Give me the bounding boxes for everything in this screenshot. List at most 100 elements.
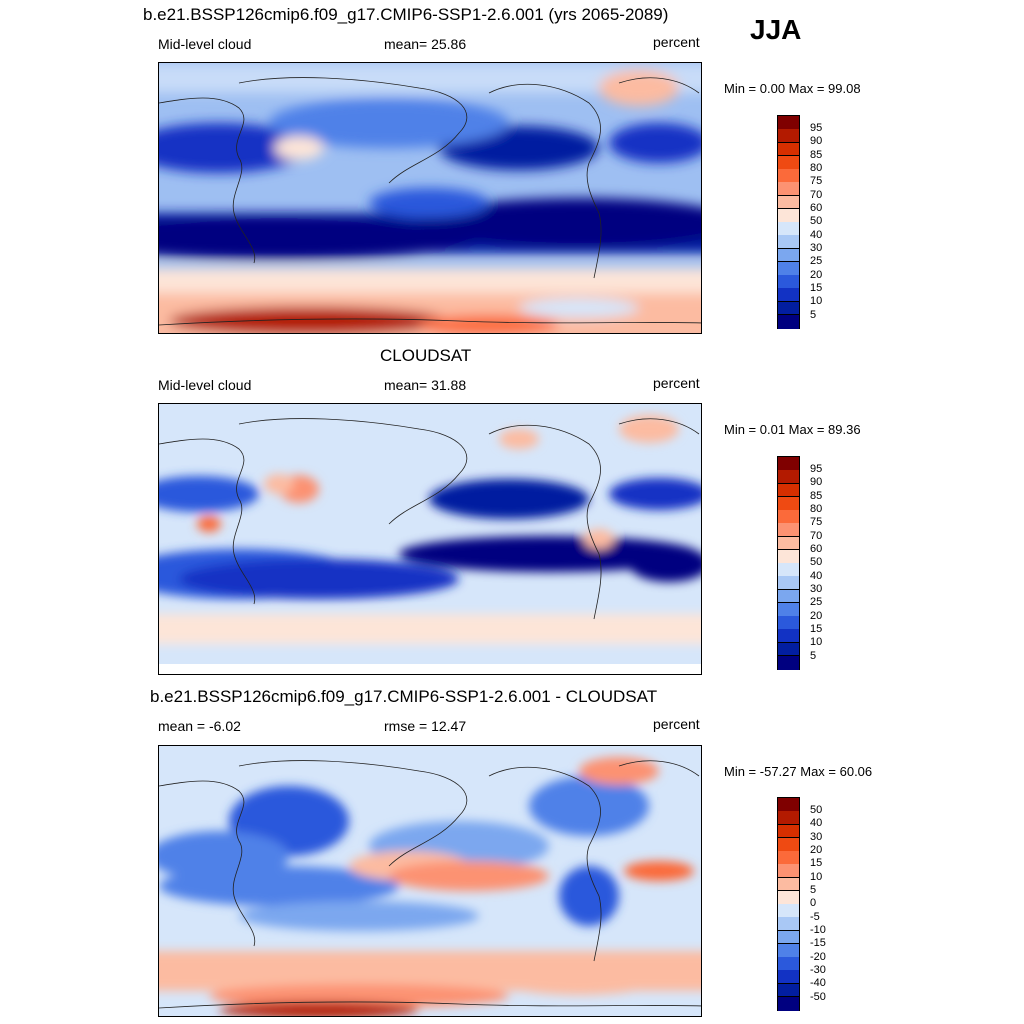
panel2-contour-field xyxy=(159,404,701,674)
colorbar-swatch xyxy=(778,563,799,577)
panel1-colorbar-label: 30 xyxy=(810,242,823,254)
colorbar-swatch xyxy=(778,930,799,945)
panel2-colorbar-label: 75 xyxy=(810,516,823,528)
panel3-map xyxy=(158,745,702,1017)
colorbar-swatch xyxy=(778,851,799,865)
panel3-colorbar-label: 5 xyxy=(810,884,817,896)
panel3-contour-field xyxy=(159,746,701,1016)
panel3-colorbar-label: -40 xyxy=(810,977,826,989)
panel1-colorbar-label: 70 xyxy=(810,189,823,201)
colorbar-swatch xyxy=(778,222,799,236)
panel2-colorbar-label: 80 xyxy=(810,503,823,515)
panel2-colorbar-label: 40 xyxy=(810,570,823,582)
colorbar-swatch xyxy=(778,470,799,484)
colorbar-swatch xyxy=(778,824,799,839)
colorbar-swatch xyxy=(778,890,799,905)
panel3-colorbar-label: 15 xyxy=(810,857,823,869)
panel3-colorbar-label: 50 xyxy=(810,804,823,816)
colorbar-swatch xyxy=(778,549,799,564)
colorbar-swatch xyxy=(778,589,799,604)
panel3-colorbar-label: 0 xyxy=(810,897,817,909)
colorbar-swatch xyxy=(778,169,799,183)
colorbar-swatch xyxy=(778,510,799,524)
panel1-colorbar-label: 5 xyxy=(810,309,817,321)
panel2-colorbar xyxy=(777,456,800,670)
colorbar-swatch xyxy=(778,483,799,498)
panel2-colorbar-label: 30 xyxy=(810,583,823,595)
colorbar-swatch xyxy=(778,457,799,471)
panel3-rmse-label: rmse = 12.47 xyxy=(384,718,467,734)
panel3-mean-label: mean = -6.02 xyxy=(158,718,241,734)
panel1-colorbar-label: 50 xyxy=(810,215,823,227)
panel1-colorbar-label: 20 xyxy=(810,269,823,281)
colorbar-swatch xyxy=(778,142,799,157)
colorbar-swatch xyxy=(778,877,799,892)
panel2-colorbar-label: 50 xyxy=(810,556,823,568)
panel1-colorbar-label: 85 xyxy=(810,149,823,161)
panel2-map xyxy=(158,403,702,675)
panel1-mean-label: mean= 25.86 xyxy=(384,36,467,52)
colorbar-swatch xyxy=(778,129,799,143)
panel3-colorbar-label: -30 xyxy=(810,964,826,976)
colorbar-swatch xyxy=(778,917,799,931)
colorbar-swatch xyxy=(778,655,799,670)
panel1-min-max: Min = 0.00 Max = 99.08 xyxy=(724,81,861,96)
panel1-colorbar-label: 60 xyxy=(810,202,823,214)
colorbar-swatch xyxy=(778,837,799,852)
panel2-colorbar-label: 20 xyxy=(810,610,823,622)
panel1-title: b.e21.BSSP126cmip6.f09_g17.CMIP6-SSP1-2.… xyxy=(143,5,669,24)
colorbar-swatch xyxy=(778,314,799,329)
panel2-mean-label: mean= 31.88 xyxy=(384,377,467,393)
panel3-units-label: percent xyxy=(653,716,700,732)
colorbar-swatch xyxy=(778,248,799,263)
colorbar-swatch xyxy=(778,301,799,316)
colorbar-swatch xyxy=(778,798,799,812)
panel3-colorbar-label: -10 xyxy=(810,924,826,936)
panel2-colorbar-label: 10 xyxy=(810,636,823,648)
panel2-title: CLOUDSAT xyxy=(380,346,472,365)
panel2-colorbar-label: 15 xyxy=(810,623,823,635)
panel1-colorbar-label: 10 xyxy=(810,295,823,307)
panel3-colorbar-label: 20 xyxy=(810,844,823,856)
panel1-colorbar-label: 75 xyxy=(810,175,823,187)
panel3-colorbar-label: -50 xyxy=(810,991,826,1003)
panel1-map xyxy=(158,62,702,334)
season-label: JJA xyxy=(750,14,802,45)
panel1-colorbar-label: 95 xyxy=(810,122,823,134)
colorbar-swatch xyxy=(778,983,799,998)
colorbar-swatch xyxy=(778,811,799,825)
panel3-colorbar-label: -15 xyxy=(810,937,826,949)
panel3-colorbar-label: -5 xyxy=(810,911,820,923)
colorbar-swatch xyxy=(778,642,799,657)
panel2-colorbar-label: 90 xyxy=(810,476,823,488)
colorbar-swatch xyxy=(778,195,799,210)
panel3-colorbar-label: -20 xyxy=(810,951,826,963)
colorbar-swatch xyxy=(778,496,799,511)
panel2-colorbar-label: 25 xyxy=(810,596,823,608)
panel3-colorbar-label: 40 xyxy=(810,817,823,829)
colorbar-swatch xyxy=(778,235,799,249)
panel3-colorbar xyxy=(777,797,800,1011)
colorbar-swatch xyxy=(778,208,799,223)
colorbar-swatch xyxy=(778,616,799,630)
colorbar-swatch xyxy=(778,536,799,551)
colorbar-swatch xyxy=(778,182,799,196)
panel1-colorbar xyxy=(777,115,800,329)
colorbar-swatch xyxy=(778,523,799,537)
colorbar-swatch xyxy=(778,864,799,878)
colorbar-swatch xyxy=(778,155,799,170)
panel2-units-label: percent xyxy=(653,375,700,391)
panel3-min-max: Min = -57.27 Max = 60.06 xyxy=(724,764,873,779)
panel1-colorbar-label: 90 xyxy=(810,135,823,147)
panel1-colorbar-label: 80 xyxy=(810,162,823,174)
panel2-colorbar-label: 5 xyxy=(810,650,817,662)
panel1-colorbar-label: 15 xyxy=(810,282,823,294)
panel2-colorbar-label: 95 xyxy=(810,463,823,475)
panel1-contour-field xyxy=(159,63,701,333)
colorbar-swatch xyxy=(778,904,799,918)
panel1-colorbar-label: 40 xyxy=(810,229,823,241)
panel2-min-max: Min = 0.01 Max = 89.36 xyxy=(724,422,861,437)
colorbar-swatch xyxy=(778,970,799,984)
panel3-colorbar-label: 10 xyxy=(810,871,823,883)
colorbar-swatch xyxy=(778,576,799,590)
